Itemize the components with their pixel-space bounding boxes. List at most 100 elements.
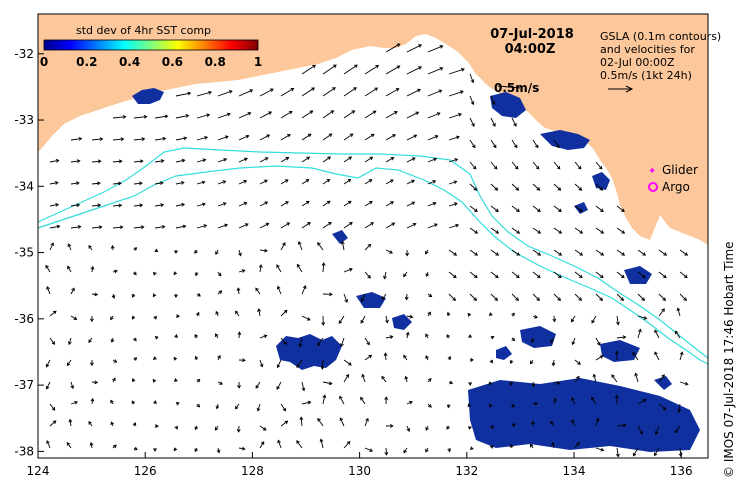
velocity-vector-head	[438, 89, 443, 94]
velocity-vector-head	[579, 230, 584, 234]
velocity-vector-head	[194, 355, 199, 360]
velocity-vector-head	[312, 64, 316, 69]
velocity-vector-head	[276, 364, 281, 369]
y-tick-label: -33	[14, 113, 34, 127]
velocity-vector-head	[516, 230, 521, 234]
velocity-vector-head	[474, 230, 479, 234]
velocity-vector-head	[456, 135, 460, 140]
velocity-vector-head	[174, 294, 178, 299]
velocity-vector-head	[288, 110, 293, 115]
sst-patch	[540, 130, 590, 150]
velocity-vector-head	[196, 403, 200, 408]
velocity-vector	[299, 337, 303, 347]
velocity-vector-head	[133, 357, 138, 361]
velocity-vector-head	[332, 87, 336, 91]
velocity-vector-head	[412, 222, 417, 227]
velocity-vector-head	[468, 334, 472, 338]
velocity-vector	[616, 271, 625, 278]
velocity-vector-head	[513, 123, 517, 127]
velocity-vector-head	[516, 208, 520, 212]
velocity-vector-head	[327, 156, 332, 160]
velocity-vector	[574, 183, 582, 191]
velocity-vector	[259, 359, 263, 367]
velocity-vector-head	[326, 178, 331, 183]
velocity-vector-head	[98, 225, 103, 230]
velocity-vector	[654, 351, 660, 361]
velocity-vector-head	[367, 243, 372, 248]
velocity-vector	[679, 249, 688, 256]
velocity-vector	[277, 440, 282, 449]
velocity-vector	[469, 205, 478, 212]
velocity-vector-head	[531, 383, 536, 388]
velocity-vector	[679, 293, 687, 301]
velocity-vector	[469, 95, 474, 105]
velocity-vector-head	[390, 157, 395, 161]
velocity-vector	[154, 204, 164, 207]
velocity-vector-head	[159, 181, 164, 186]
velocity-vector-head	[349, 267, 353, 272]
velocity-vector	[675, 330, 681, 339]
velocity-vector-head	[202, 158, 207, 163]
velocity-vector	[364, 156, 373, 163]
velocity-vector-head	[76, 203, 81, 208]
velocity-vector-head	[494, 297, 499, 301]
velocity-vector-head	[321, 322, 326, 326]
velocity-vector-head	[404, 375, 409, 380]
velocity-vector-head	[389, 179, 394, 183]
velocity-vector-head	[351, 110, 356, 114]
velocity-vector-head	[491, 101, 496, 106]
velocity-vector	[677, 308, 681, 317]
velocity-vector	[91, 381, 98, 384]
velocity-vector	[343, 359, 352, 366]
velocity-vector-head	[284, 420, 289, 425]
velocity-vector	[68, 243, 72, 251]
velocity-vector-head	[467, 403, 472, 408]
velocity-vector	[112, 138, 124, 141]
velocity-vector-head	[302, 285, 307, 289]
gsla-note-line3: 02-Jul 00:00Z	[600, 56, 675, 69]
velocity-vector-head	[576, 441, 580, 446]
velocity-vector-head	[118, 181, 122, 186]
velocity-vector-head	[571, 397, 575, 401]
velocity-vector-head	[321, 262, 326, 266]
velocity-vector-head	[152, 378, 157, 383]
velocity-vector	[364, 179, 373, 185]
velocity-vector-head	[557, 187, 562, 191]
velocity-vector	[532, 161, 540, 170]
velocity-vector	[322, 179, 330, 185]
velocity-vector-head	[52, 310, 57, 315]
velocity-vector	[45, 265, 51, 273]
velocity-vector-head	[257, 308, 262, 312]
velocity-vector	[552, 359, 555, 366]
velocity-vector-head	[282, 407, 286, 412]
velocity-vector-head	[353, 87, 357, 91]
velocity-vector-head	[132, 422, 137, 426]
velocity-vector	[595, 355, 604, 361]
velocity-vector	[469, 161, 477, 170]
velocity-vector-head	[654, 329, 658, 334]
velocity-vector-head	[417, 88, 421, 93]
velocity-vector	[532, 227, 541, 234]
velocity-vector-head	[384, 396, 389, 401]
velocity-vector-head	[381, 375, 385, 380]
velocity-vector	[301, 64, 316, 75]
velocity-vector-head	[428, 404, 432, 408]
velocity-vector	[259, 179, 268, 185]
velocity-vector-head	[536, 297, 541, 301]
velocity-vector	[637, 293, 645, 301]
velocity-vector	[490, 117, 496, 127]
y-tick-label: -37	[14, 378, 34, 392]
velocity-vector-head	[661, 308, 665, 313]
velocity-vector	[175, 159, 185, 163]
velocity-vector	[49, 403, 56, 411]
velocity-vector-head	[385, 319, 389, 324]
velocity-vector	[238, 332, 241, 339]
velocity-vector-head	[140, 225, 145, 230]
velocity-vector-head	[684, 252, 689, 256]
velocity-vector	[91, 138, 103, 141]
velocity-vector-head	[349, 222, 353, 226]
velocity-vector	[553, 271, 562, 278]
velocity-vector	[532, 271, 541, 278]
velocity-vector-head	[94, 292, 99, 297]
